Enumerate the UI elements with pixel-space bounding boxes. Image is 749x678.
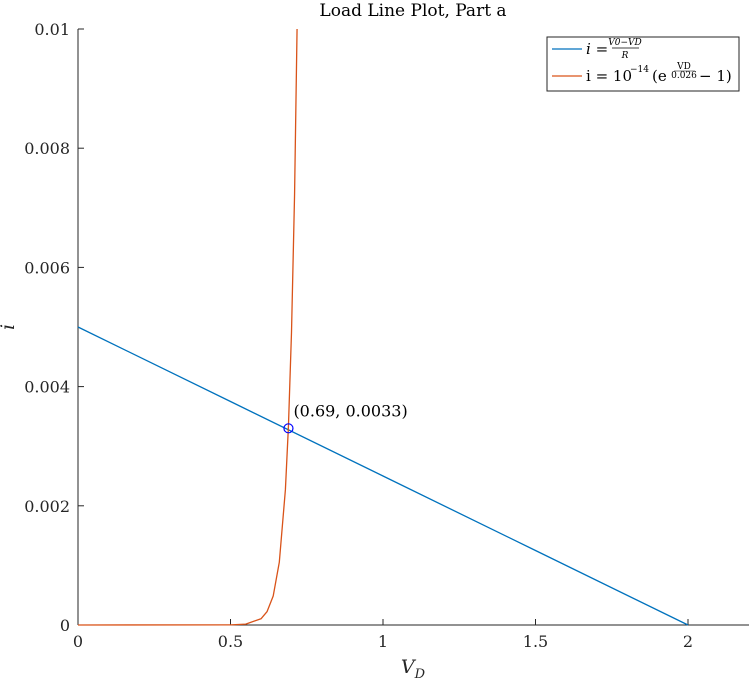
legend-diode-lhs: i = 10 xyxy=(586,67,632,85)
y-tick-label: 0.004 xyxy=(24,378,70,397)
annotation-layer: (0.69, 0.0033) xyxy=(283,401,408,434)
series-diode-curve xyxy=(77,28,298,626)
legend-diode-open: (e xyxy=(652,67,667,85)
y-tick-label: 0 xyxy=(60,616,70,635)
series-load-line xyxy=(77,326,689,626)
y-tick-label: 0.002 xyxy=(24,497,70,516)
chart-title: Load Line Plot, Part a xyxy=(319,1,506,21)
y-ticks: 0 0.002 0.004 0.006 0.008 0.01 xyxy=(24,20,84,635)
legend-line-numerator: V0−VD xyxy=(608,38,641,48)
x-tick-label: 2 xyxy=(683,632,693,651)
legend-line-denominator: R xyxy=(621,51,629,61)
y-axis-label: i xyxy=(0,324,19,330)
legend-diode-exp-num: VD xyxy=(676,62,691,72)
legend-box xyxy=(546,36,740,92)
x-tick-label: 0 xyxy=(73,632,83,651)
y-tick-label: 0.01 xyxy=(34,20,70,39)
x-tick-label: 1.5 xyxy=(523,632,548,651)
intersection-marker xyxy=(283,423,294,434)
x-ticks: 0 0.5 1 1.5 2 xyxy=(73,619,693,651)
y-tick-label: 0.008 xyxy=(24,139,70,158)
intersection-label: (0.69, 0.0033) xyxy=(293,401,407,420)
series-layer xyxy=(77,28,689,626)
x-tick-label: 1 xyxy=(378,632,388,651)
legend-diode-exp-den: 0.026 xyxy=(671,71,697,81)
legend-line-lhs: i = xyxy=(586,40,608,58)
legend: i = V0−VD R i = 10 −14 (e VD 0.026 − 1) xyxy=(546,36,740,92)
legend-diode-tail: − 1) xyxy=(699,67,732,85)
y-tick-label: 0.006 xyxy=(24,258,70,277)
x-tick-label: 0.5 xyxy=(218,632,243,651)
legend-diode-exponent: −14 xyxy=(630,65,649,75)
